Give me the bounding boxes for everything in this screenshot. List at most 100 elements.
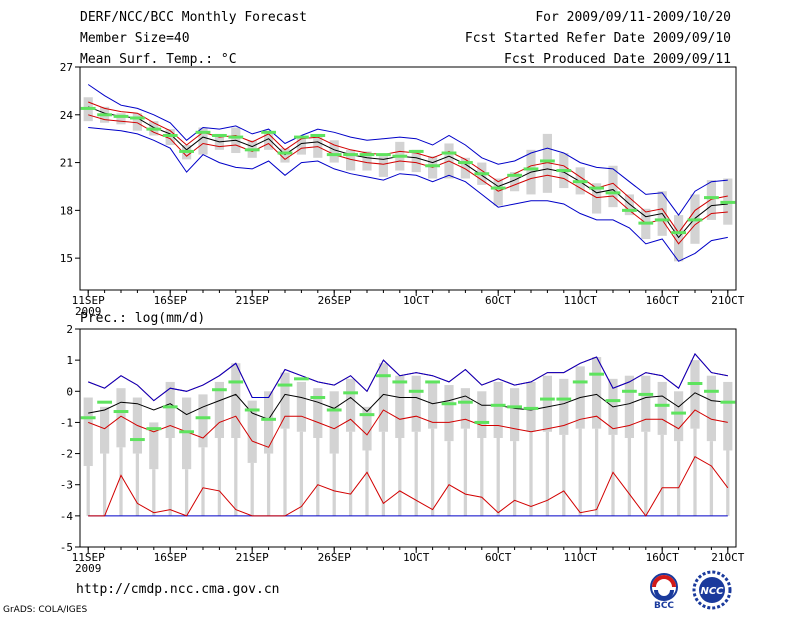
prec-xtick-label-16SEP: 16SEP xyxy=(154,551,187,564)
prec-median-bar-day-29 xyxy=(540,397,555,401)
prec-box-day-22 xyxy=(428,381,438,429)
prec-box-day-30 xyxy=(559,378,569,435)
prec-whisker-day-21 xyxy=(414,431,418,516)
prec-box-day-36 xyxy=(657,381,667,435)
temp-xtick-label-26SEP: 26SEP xyxy=(318,294,351,307)
prec-median-bar-day-21 xyxy=(408,389,424,393)
prec-whisker-day-22 xyxy=(430,428,435,516)
prec-median-bar-day-18 xyxy=(359,413,375,417)
prec-median-bar-day-34 xyxy=(622,389,637,393)
prec-whisker-day-27 xyxy=(512,441,517,516)
prec-box-day-1 xyxy=(83,397,93,467)
temp-median-bar-day-11 xyxy=(244,148,260,152)
bcc-logo: BCC xyxy=(650,573,678,610)
prec-whisker-day-9 xyxy=(217,438,222,516)
prec-median-bar-day-19 xyxy=(376,374,391,378)
prec-whisker-day-13 xyxy=(283,428,287,516)
prec-whisker-day-29 xyxy=(545,431,550,516)
prec-whisker-day-36 xyxy=(660,434,664,516)
prec-whisker-day-5 xyxy=(152,469,156,516)
temp-median-bar-day-26 xyxy=(490,186,506,190)
temp-xtick-label-6OCT: 6OCT xyxy=(485,294,512,307)
prec-whisker-day-1 xyxy=(86,466,90,516)
prec-ytick-label--4: -4 xyxy=(60,510,74,523)
prec-whisker-day-31 xyxy=(578,428,582,516)
prec-whisker-day-38 xyxy=(693,428,697,516)
temp-box-day-29 xyxy=(542,133,552,193)
temp-box-day-4 xyxy=(132,113,142,131)
ncc-logo: NCC xyxy=(692,570,732,610)
prec-box-day-26 xyxy=(493,381,503,438)
temp-xtick-label-11OCT: 11OCT xyxy=(564,294,597,307)
bcc-logo-text: BCC xyxy=(654,601,674,610)
prec-median-bar-day-16 xyxy=(326,408,342,412)
prec-median-bar-day-2 xyxy=(97,400,112,404)
prec-whisker-day-25 xyxy=(480,438,484,516)
prec-median-bar-day-39 xyxy=(704,389,719,393)
prec-box-day-20 xyxy=(395,375,405,438)
temp-ytick-label-18: 18 xyxy=(60,204,73,217)
prec-max-line xyxy=(88,353,728,402)
temp-median-bar-day-19 xyxy=(376,153,391,157)
forecast-produced-date: Fcst Produced Date 2009/09/11 xyxy=(504,52,731,67)
prec-box-day-27 xyxy=(510,388,520,442)
temp-xtick-label-1OCT: 1OCT xyxy=(403,294,430,307)
prec-whisker-day-30 xyxy=(562,434,566,516)
prec-median-bar-day-4 xyxy=(130,438,145,442)
prec-median-bar-day-40 xyxy=(720,400,736,404)
prec-xtick-label-6OCT: 6OCT xyxy=(485,551,512,564)
temp-xtick-label-21OCT: 21OCT xyxy=(711,294,744,307)
temp-median-bar-day-24 xyxy=(458,161,473,165)
prec-box-day-7 xyxy=(182,397,192,470)
header-left: DERF/NCC/BCC Monthly Forecast Member Siz… xyxy=(80,10,307,73)
temp-median-bar-day-18 xyxy=(359,153,375,157)
temp-box-day-19 xyxy=(378,156,388,177)
prec-whisker-day-33 xyxy=(611,434,615,516)
prec-box-day-2 xyxy=(100,406,110,454)
prec-whisker-day-3 xyxy=(119,447,123,516)
temp-box-day-26 xyxy=(493,178,503,206)
member-size-label: Member Size=40 xyxy=(80,31,190,46)
temp-median-bar-day-4 xyxy=(130,116,145,120)
temp-median-bar-day-8 xyxy=(195,130,211,134)
temp-box-day-24 xyxy=(460,157,470,179)
prec-whisker-day-39 xyxy=(709,441,714,516)
temp-median-bar-day-15 xyxy=(310,133,326,137)
prec-median-bar-day-27 xyxy=(507,405,522,409)
prec-whisker-day-7 xyxy=(184,469,189,516)
temp-median-bar-day-3 xyxy=(113,114,129,118)
prec-median-bar-day-38 xyxy=(687,382,703,385)
temp-median-bar-day-34 xyxy=(622,208,637,212)
temp-median-bar-day-2 xyxy=(97,113,112,117)
prec-whisker-day-40 xyxy=(726,450,730,516)
prec-box-day-32 xyxy=(592,357,602,429)
prec-whisker-day-26 xyxy=(496,438,500,516)
prec-median-bar-day-10 xyxy=(228,380,244,384)
prec-median-bar-day-6 xyxy=(162,405,178,409)
prec-box-day-11 xyxy=(247,400,257,463)
forecast-started-date: Fcst Started Refer Date 2009/09/10 xyxy=(464,31,731,46)
source-url[interactable]: http://cmdp.ncc.cma.gov.cn xyxy=(76,582,280,597)
temp-median-bar-day-20 xyxy=(392,154,408,158)
prec-median-bar-day-17 xyxy=(343,391,358,395)
temp-median-bar-day-27 xyxy=(507,173,522,177)
prec-whisker-day-20 xyxy=(398,438,402,516)
prec-whisker-day-10 xyxy=(234,438,238,516)
temp-median-bar-day-21 xyxy=(408,149,424,153)
prec-mean-line xyxy=(88,392,728,420)
prec-xtick-year: 2009 xyxy=(75,562,102,575)
prec-box-day-14 xyxy=(296,381,306,432)
temp-lower-line xyxy=(88,114,728,245)
temp-median-bar-day-12 xyxy=(261,130,276,134)
prec-whisker-day-35 xyxy=(644,431,648,516)
temp-box-day-16 xyxy=(329,140,339,163)
temp-median-bar-day-5 xyxy=(146,127,162,131)
temp-median-bar-day-32 xyxy=(589,186,604,190)
temp-median-bar-day-39 xyxy=(704,196,719,200)
prec-median-bar-day-13 xyxy=(277,383,293,387)
prec-whisker-day-15 xyxy=(316,438,320,516)
prec-median-bar-day-1 xyxy=(80,416,96,420)
prec-box-day-3 xyxy=(116,388,126,448)
prec-box-day-25 xyxy=(477,391,487,438)
